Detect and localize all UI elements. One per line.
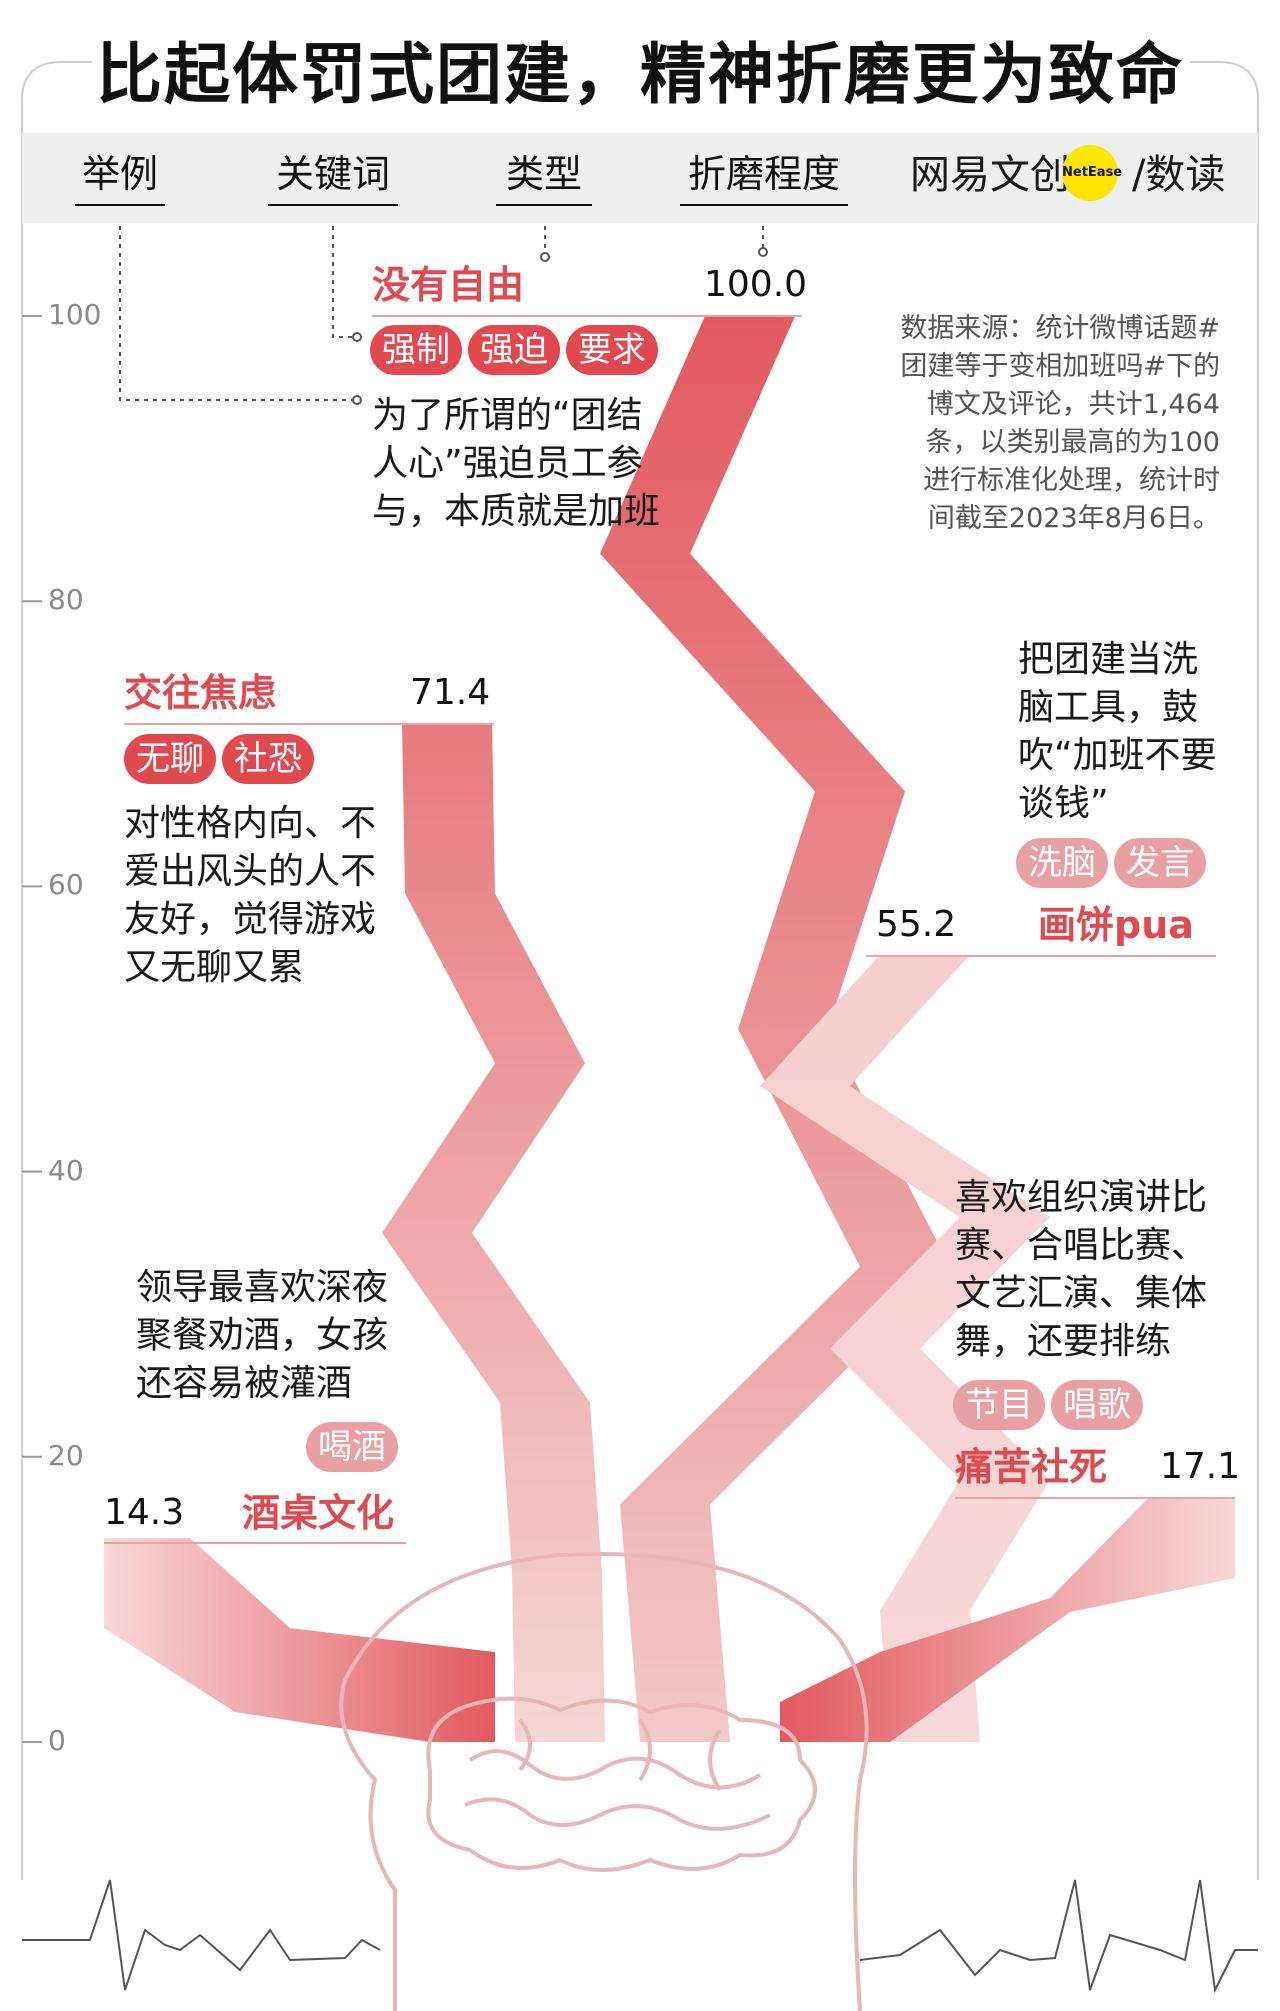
- keyword-tag: 强迫: [468, 325, 560, 375]
- underline-4: [866, 955, 1216, 957]
- header-degree: 折磨程度: [680, 150, 848, 206]
- underline-2: [124, 723, 494, 725]
- value-label-5: 17.1: [1160, 1446, 1241, 1487]
- value-label-1: 14.3: [104, 1492, 185, 1533]
- brand-sub: /数读: [1132, 152, 1226, 198]
- keyword-tag: 喝酒: [306, 1422, 398, 1472]
- header-guides: [119, 208, 764, 401]
- y-tick-label: 60: [48, 868, 84, 902]
- category-label-4: 画饼pua: [1038, 903, 1194, 947]
- brain-icon: [339, 1552, 869, 2011]
- band-2: [382, 723, 605, 1742]
- value-label-3: 100.0: [704, 264, 808, 305]
- header-example: 举例: [75, 150, 165, 206]
- value-label-2: 71.4: [410, 672, 491, 713]
- y-tick-label: 20: [48, 1438, 84, 1472]
- band-5: [780, 1498, 1235, 1742]
- header-keyword: 关键词: [268, 150, 398, 206]
- example-text-3: 为了所谓的“团结人心”强迫员工参与，本质就是加班: [372, 395, 661, 532]
- brand-name: 网易文创: [910, 152, 1070, 198]
- frame-left: [21, 61, 92, 1880]
- keyword-tag: 强制: [370, 325, 462, 375]
- band-4: [760, 954, 1050, 1742]
- y-tick-label: 0: [48, 1724, 66, 1757]
- frame-right: [1190, 61, 1259, 1880]
- header-band: [22, 133, 1258, 223]
- keyword-tag: 无聊: [124, 734, 216, 784]
- y-tick-label: 80: [48, 583, 84, 617]
- keyword-tag: 洗脑: [1016, 838, 1108, 888]
- example-text-1: 领导最喜欢深夜聚餐劝酒，女孩还容易被灌酒: [136, 1267, 389, 1404]
- example-text-5: 喜欢组织演讲比赛、合唱比赛、文艺汇演、集体舞，还要排练: [955, 1177, 1208, 1362]
- keyword-tags-1: 喝酒: [306, 1422, 398, 1472]
- underline-5: [955, 1497, 1235, 1499]
- underline-3: [372, 315, 802, 317]
- y-axis: [22, 315, 42, 1743]
- keyword-tag: 要求: [566, 325, 658, 375]
- example-text-4: 把团建当洗脑工具，鼓吹“加班不要谈钱”: [1018, 639, 1217, 824]
- heartbeat-line: [22, 1879, 1258, 1994]
- band-1: [104, 1538, 495, 1742]
- source-note: 数据来源：统计微博话题#团建等于变相加班吗#下的博文及评论，共计1,464条，以…: [900, 313, 1220, 534]
- category-label-2: 交往焦虑: [124, 671, 277, 715]
- category-label-5: 痛苦社死: [955, 1445, 1108, 1489]
- keyword-tag: 社恐: [222, 734, 314, 784]
- underline-1: [104, 1542, 406, 1544]
- keyword-tags-2: 无聊 社恐: [124, 734, 314, 784]
- keyword-tag: 唱歌: [1051, 1380, 1143, 1430]
- bands: [104, 316, 1235, 1742]
- value-label-4: 55.2: [876, 904, 957, 945]
- keyword-tags-3: 强制 强迫 要求: [370, 325, 658, 375]
- keyword-tags-4: 洗脑 发言: [1016, 838, 1206, 888]
- example-text-2: 对性格内向、不爱出风头的人不友好，觉得游戏又无聊又累: [124, 803, 377, 988]
- y-tick-label: 100: [48, 298, 102, 331]
- band-3: [600, 316, 950, 1742]
- keyword-tags-5: 节目 唱歌: [953, 1380, 1143, 1430]
- category-label-1: 酒桌文化: [242, 1491, 395, 1535]
- brand-badge: NetEase: [1062, 145, 1122, 201]
- keyword-tag: 发言: [1114, 838, 1206, 888]
- page-title: 比起体罚式团建，精神折磨更为致命: [96, 36, 1184, 113]
- category-label-3: 没有自由: [372, 263, 525, 307]
- keyword-tag: 节目: [953, 1380, 1045, 1430]
- header-type: 类型: [496, 150, 592, 206]
- y-tick-label: 40: [48, 1153, 84, 1187]
- brand-logo: 网易文创 NetEase /数读: [910, 145, 1250, 205]
